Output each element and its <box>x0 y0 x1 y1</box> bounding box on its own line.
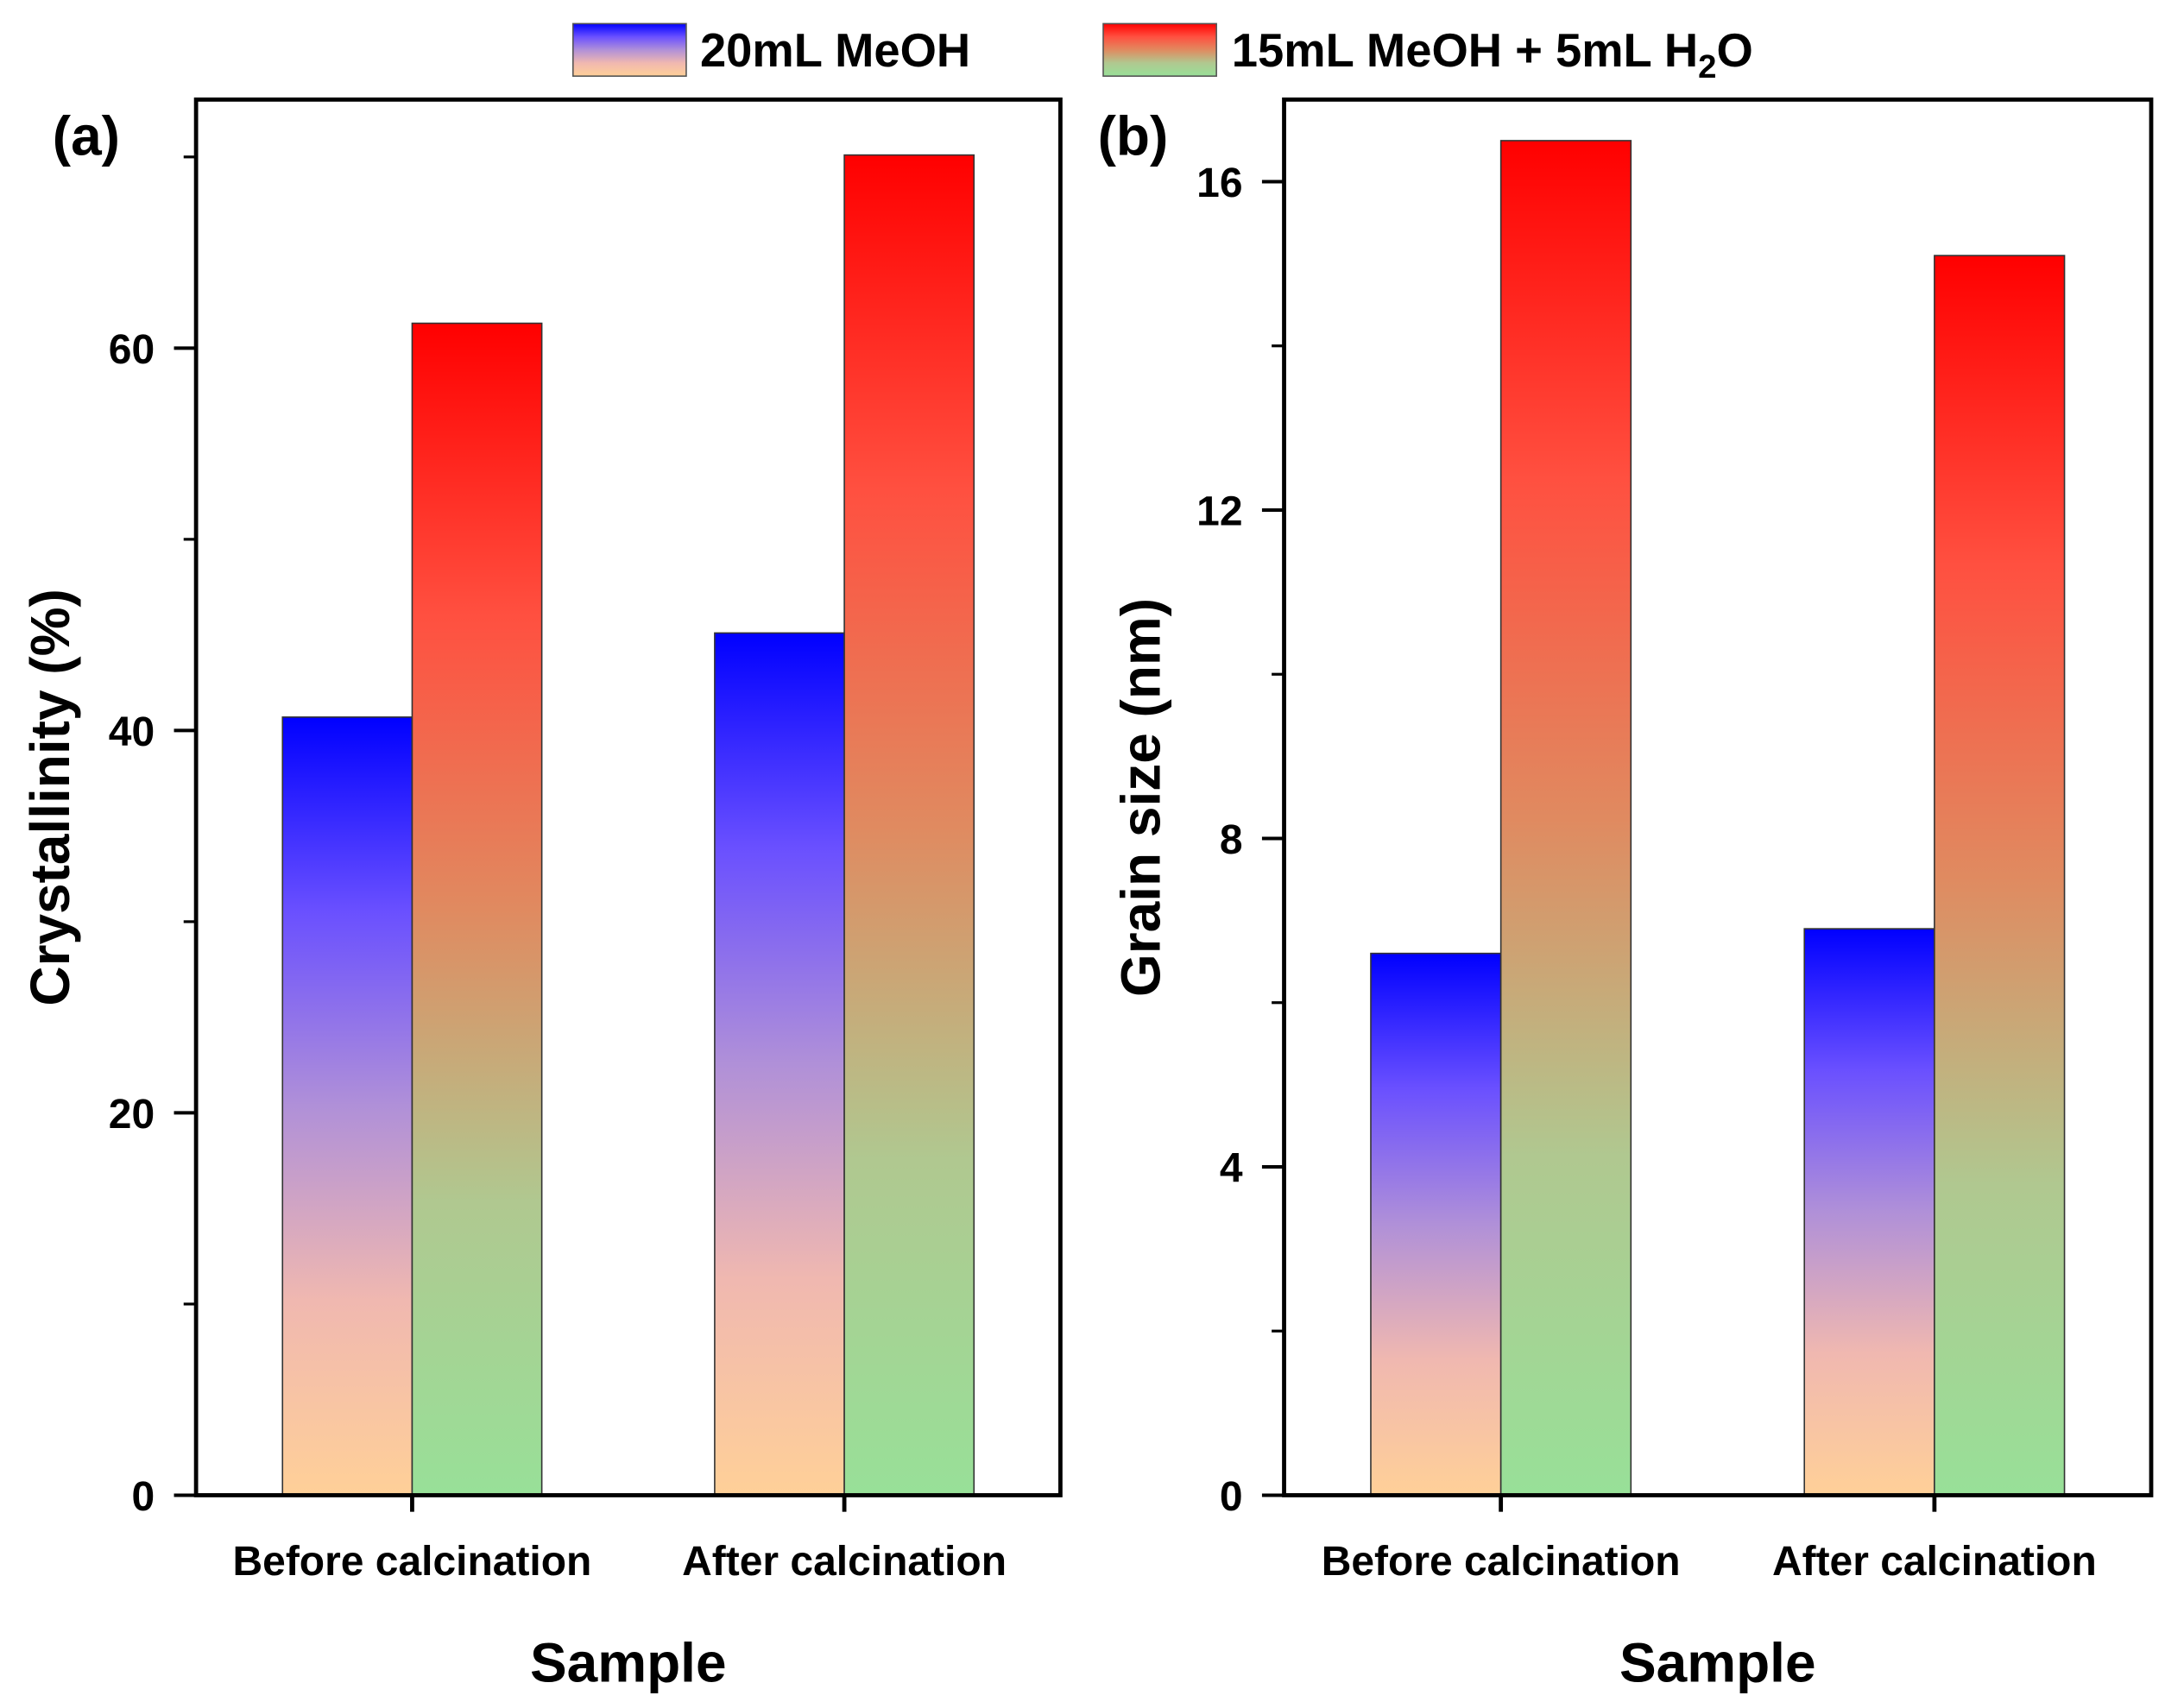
legend-swatch-20ml-meoh <box>571 22 687 77</box>
panel-label: (b) <box>1098 104 1169 167</box>
panel-a-crystallinity: Before calcination After calcination 0 20 40… <box>19 97 1063 1693</box>
bar-20ml-meoh-before <box>1370 952 1502 1497</box>
y-axis-title: Grain size (nm) <box>1110 598 1172 997</box>
legend: 20mL MeOH 15mL MeOH + 5mL H2O <box>571 22 1753 85</box>
bar-15ml-meoh-5ml-h2o-before <box>411 322 543 1497</box>
legend-swatch-15ml-meoh-5ml-h2o <box>1102 22 1217 77</box>
bar-15ml-meoh-5ml-h2o-after <box>1934 255 2066 1497</box>
plot-frame <box>193 97 1063 1497</box>
y-tick-label: 20 <box>109 1092 155 1138</box>
x-tick-label: Before calcination <box>1322 1539 1681 1585</box>
x-tick-label: After calcination <box>1772 1539 2097 1585</box>
x-tick-label: After calcination <box>682 1539 1007 1585</box>
y-tick-label: 16 <box>1196 161 1242 206</box>
legend-label-15ml-meoh-5ml-h2o: 15mL MeOH + 5mL H2O <box>1232 24 1753 85</box>
bar-20ml-meoh-after <box>714 632 845 1497</box>
bar-15ml-meoh-5ml-h2o-after <box>843 154 975 1497</box>
x-axis-title: Sample <box>530 1631 727 1693</box>
y-tick-label: 8 <box>1220 817 1243 863</box>
legend-label-20ml-meoh: 20mL MeOH <box>700 24 970 77</box>
panel-label: (a) <box>53 104 120 167</box>
y-axis-title: Crystallinity (%) <box>19 589 81 1005</box>
x-axis-title: Sample <box>1619 1631 1816 1693</box>
y-tick-label: 0 <box>131 1474 155 1520</box>
y-tick-label: 60 <box>109 327 155 373</box>
bar-20ml-meoh-before <box>281 716 413 1497</box>
bar-20ml-meoh-after <box>1803 928 1935 1497</box>
bar-15ml-meoh-5ml-h2o-before <box>1499 140 1632 1497</box>
y-tick-label: 40 <box>109 709 155 755</box>
x-tick-label: Before calcination <box>233 1539 592 1585</box>
y-tick-label: 0 <box>1220 1474 1243 1520</box>
y-tick-label: 4 <box>1220 1146 1243 1192</box>
panel-b-grain-size: Before calcination After calcination 0 4 8 12… <box>1098 97 2154 1693</box>
y-tick-label: 12 <box>1196 489 1242 535</box>
plot-frame <box>1282 97 2154 1497</box>
